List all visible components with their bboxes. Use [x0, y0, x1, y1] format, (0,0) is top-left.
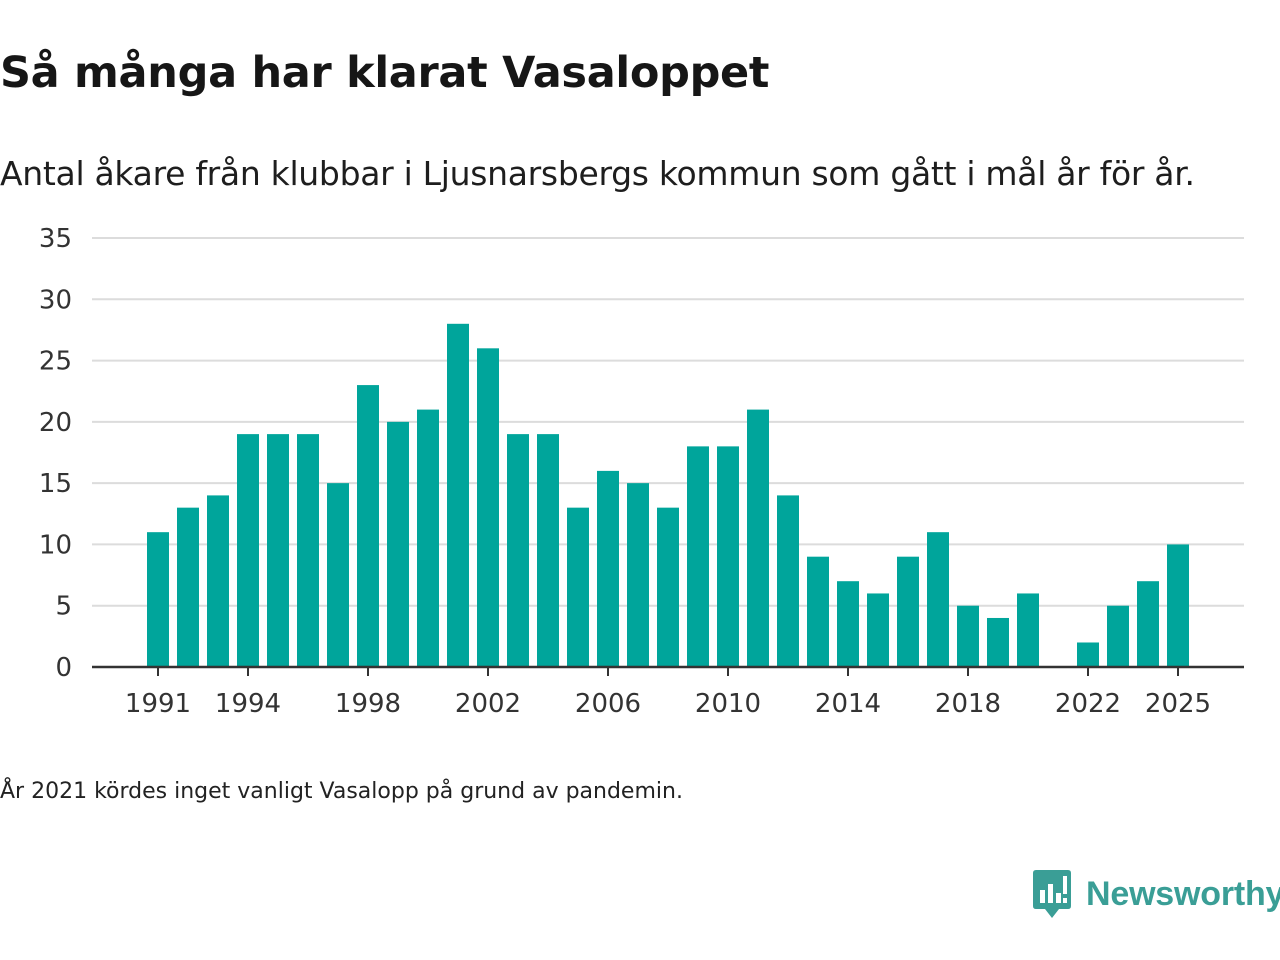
- bar-2013: [807, 556, 829, 667]
- y-tick-label-35: 35: [39, 224, 72, 254]
- bar-2008: [657, 507, 679, 667]
- bar-2005: [567, 507, 589, 667]
- bar-2014: [837, 581, 859, 667]
- bar-2020: [1017, 593, 1039, 667]
- bar-2011: [747, 409, 769, 667]
- y-tick-label-15: 15: [39, 469, 72, 499]
- bar-2017: [927, 532, 949, 667]
- bar-2012: [777, 495, 799, 667]
- bar-2000: [417, 409, 439, 667]
- bar-2004: [537, 434, 559, 667]
- x-tick-label-2010: 2010: [695, 689, 761, 719]
- bar-1991: [147, 532, 169, 667]
- bar-1996: [297, 434, 319, 667]
- x-tick-label-1991: 1991: [125, 689, 191, 719]
- bar-2010: [717, 446, 739, 667]
- bar-1995: [267, 434, 289, 667]
- brand-name: Newsworthy: [1086, 874, 1280, 913]
- x-tick-label-2006: 2006: [575, 689, 641, 719]
- x-tick-label-2018: 2018: [935, 689, 1001, 719]
- y-tick-label-10: 10: [39, 530, 72, 560]
- y-tick-label-25: 25: [39, 347, 72, 377]
- footnote: År 2021 kördes inget vanligt Vasalopp på…: [0, 779, 683, 804]
- bar-2024: [1137, 581, 1159, 667]
- bar-2023: [1107, 605, 1129, 667]
- bar-2007: [627, 483, 649, 667]
- y-tick-label-20: 20: [39, 408, 72, 438]
- chart-subtitle: Antal åkare från klubbar i Ljusnarsbergs…: [0, 154, 1195, 193]
- x-tick-label-2022: 2022: [1055, 689, 1121, 719]
- x-tick-label-2025: 2025: [1145, 689, 1211, 719]
- bar-2015: [867, 593, 889, 667]
- bar-1999: [387, 421, 409, 667]
- bar-1998: [357, 385, 379, 667]
- y-tick-label-30: 30: [39, 285, 72, 315]
- x-tick-label-1998: 1998: [335, 689, 401, 719]
- chart-title: Så många har klarat Vasaloppet: [0, 48, 770, 98]
- x-tick-label-2014: 2014: [815, 689, 881, 719]
- bar-2016: [897, 556, 919, 667]
- bar-2019: [987, 617, 1009, 667]
- bar-1992: [177, 507, 199, 667]
- bar-2001: [447, 323, 469, 667]
- bar-2003: [507, 434, 529, 667]
- y-tick-label-5: 5: [55, 592, 72, 622]
- bar-1997: [327, 483, 349, 667]
- x-tick-label-1994: 1994: [215, 689, 281, 719]
- y-tick-label-0: 0: [55, 653, 72, 683]
- bar-2006: [597, 470, 619, 667]
- bar-2022: [1077, 642, 1099, 667]
- bar-2025: [1167, 544, 1189, 667]
- bar-1994: [237, 434, 259, 667]
- brand-logo: Newsworthy: [1032, 868, 1280, 920]
- bar-1993: [207, 495, 229, 667]
- x-tick-label-2002: 2002: [455, 689, 521, 719]
- bar-2018: [957, 605, 979, 667]
- bar-2002: [477, 348, 499, 667]
- newsworthy-logo-icon: [1033, 870, 1071, 918]
- bar-2009: [687, 446, 709, 667]
